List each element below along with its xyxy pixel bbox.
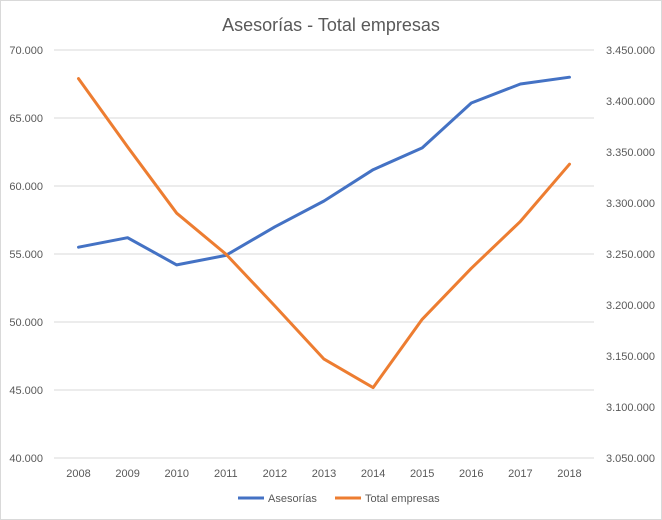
right-axis-tick-labels: 3.050.000 3.100.000 3.150.000 3.200.000 3.25… (606, 45, 655, 465)
x-axis-tick-label: 2016 (459, 468, 483, 480)
x-axis-tick-labels: 2008 2009 2010 2011 2012 2013 2014 2015 2016 2017… (66, 468, 581, 480)
x-axis-tick-label: 2012 (263, 468, 287, 480)
x-axis-tick-label: 2015 (410, 468, 434, 480)
series-line-total-empresas (77, 77, 571, 390)
right-axis-tick-label: 3.350.000 (606, 147, 655, 159)
left-axis-tick-label: 55.000 (9, 249, 43, 261)
left-axis-tick-label: 45.000 (9, 385, 43, 397)
chart-title: Asesorías - Total empresas (222, 15, 440, 35)
legend-label-total-empresas: Total empresas (365, 493, 440, 505)
x-axis-tick-label: 2018 (557, 468, 581, 480)
right-axis-tick-label: 3.450.000 (606, 45, 655, 57)
left-axis-tick-label: 60.000 (9, 181, 43, 193)
left-axis-tick-label: 40.000 (9, 453, 43, 465)
right-axis-tick-label: 3.050.000 (606, 453, 655, 465)
series-lines (77, 75, 571, 390)
right-axis-tick-label: 3.200.000 (606, 300, 655, 312)
x-axis-tick-label: 2014 (361, 468, 385, 480)
gridlines (54, 49, 594, 459)
x-axis-tick-label: 2010 (164, 468, 188, 480)
legend-label-asesorias: Asesorías (268, 493, 317, 505)
right-axis-tick-label: 3.250.000 (606, 249, 655, 261)
x-axis-tick-label: 2013 (312, 468, 336, 480)
series-line-asesorias (77, 75, 571, 267)
left-axis-tick-label: 50.000 (9, 317, 43, 329)
right-axis-tick-label: 3.150.000 (606, 351, 655, 363)
right-axis-tick-label: 3.100.000 (606, 402, 655, 414)
left-axis-tick-label: 70.000 (9, 45, 43, 57)
x-axis-tick-label: 2011 (214, 468, 238, 480)
right-axis-tick-label: 3.400.000 (606, 96, 655, 108)
x-axis-tick-label: 2017 (508, 468, 532, 480)
left-axis-tick-label: 65.000 (9, 113, 43, 125)
left-axis-tick-labels: 40.000 45.000 50.000 55.000 60.000 65.000 70.0… (9, 45, 43, 465)
right-axis-tick-label: 3.300.000 (606, 198, 655, 210)
x-axis-tick-label: 2008 (66, 468, 90, 480)
x-axis-tick-label: 2009 (115, 468, 139, 480)
legend: Asesorías Total empresas (238, 493, 440, 505)
